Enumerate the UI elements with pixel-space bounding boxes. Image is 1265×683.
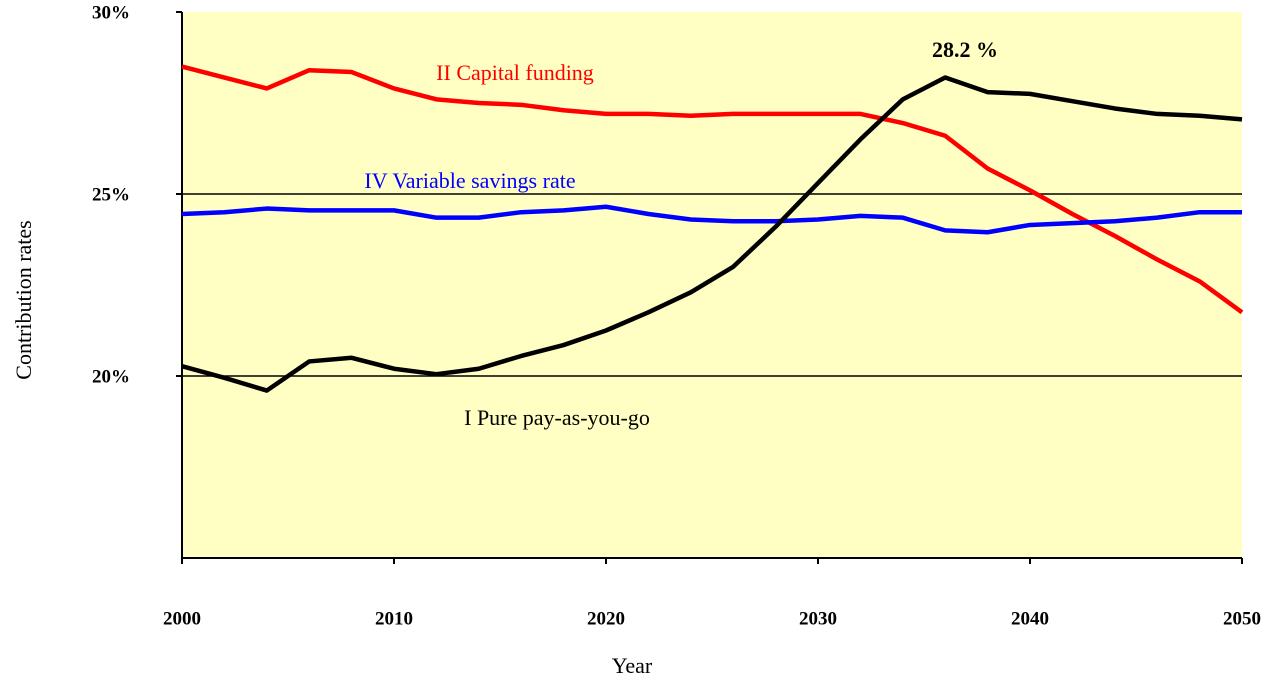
x-axis-label: Year xyxy=(612,653,653,678)
plot-area xyxy=(182,12,1242,558)
x-tick-label: 2030 xyxy=(799,608,837,629)
series-label: I Pure pay-as-you-go xyxy=(464,405,650,430)
series-line xyxy=(181,204,1242,235)
label-background xyxy=(452,405,662,431)
label-background xyxy=(424,60,606,86)
y-axis-label: Contribution rates xyxy=(11,220,36,379)
x-tick-label: 2050 xyxy=(1223,608,1261,629)
label-background xyxy=(352,168,588,194)
series-label: IV Variable savings rate xyxy=(364,168,575,193)
series-label: II Capital funding xyxy=(436,60,594,85)
y-tick-label: 20% xyxy=(92,366,130,387)
x-tick-label: 2010 xyxy=(375,608,413,629)
x-tick-label: 2000 xyxy=(163,608,201,629)
x-tick-label: 2020 xyxy=(587,608,625,629)
y-tick-label: 30% xyxy=(92,2,130,23)
peak-annotation: 28.2 % xyxy=(932,37,998,62)
x-tick-label: 2040 xyxy=(1011,608,1049,629)
series-line xyxy=(181,75,1243,393)
y-tick-label: 25% xyxy=(92,184,130,205)
series-line xyxy=(181,64,1244,315)
